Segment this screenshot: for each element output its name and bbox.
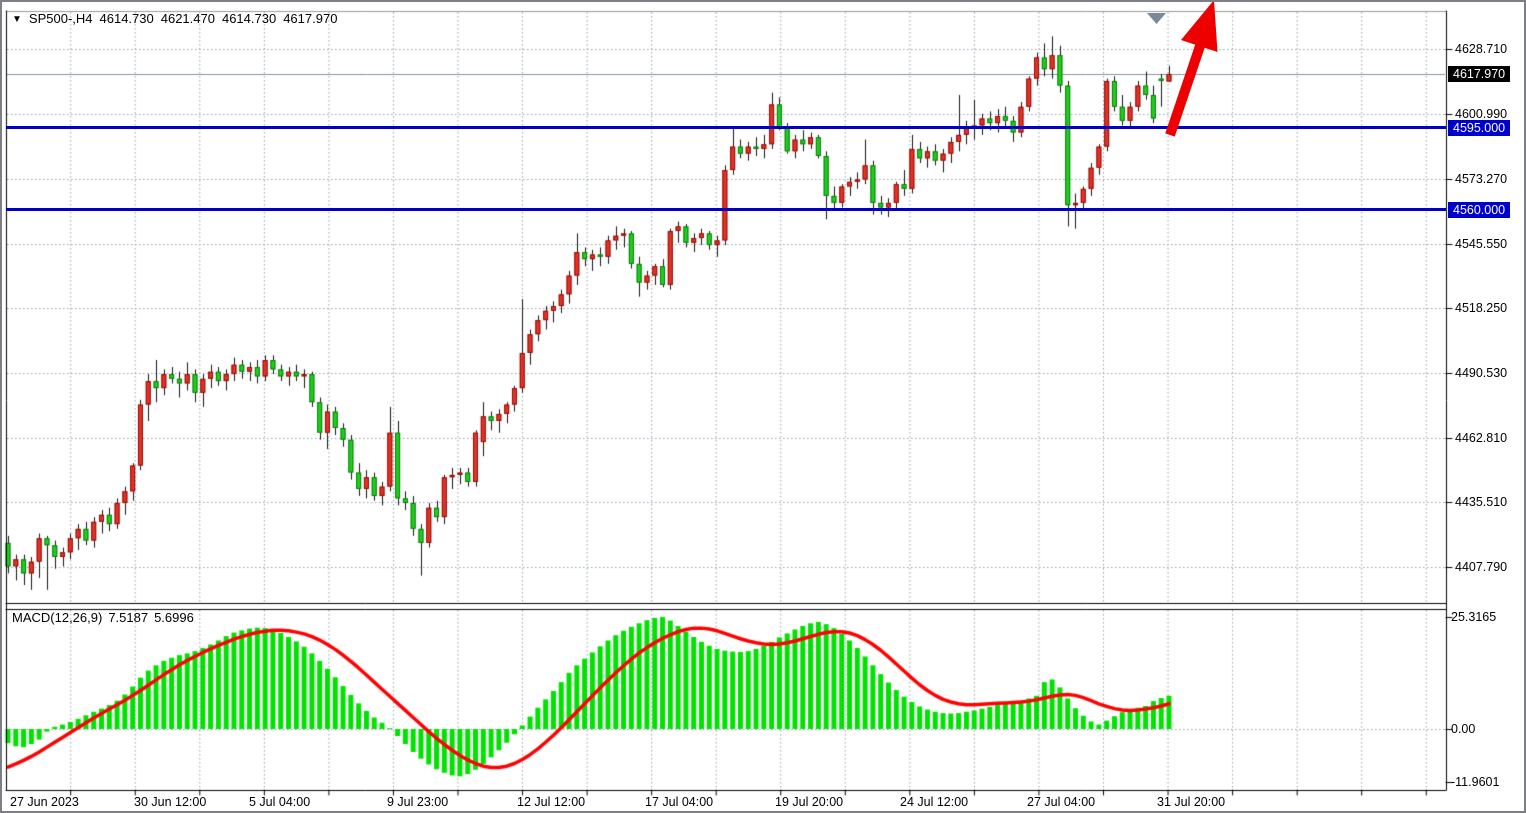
price-axis-label: 4490.530 xyxy=(1455,365,1508,380)
price-axis-label: 4573.270 xyxy=(1455,171,1508,186)
price-axis-label: 4518.250 xyxy=(1455,300,1508,315)
low-value: 4614.730 xyxy=(221,11,277,26)
price-axis-label: 4545.550 xyxy=(1455,236,1508,251)
time-axis-label: 24 Jul 12:00 xyxy=(900,795,969,809)
dropdown-arrow-icon[interactable]: ▼ xyxy=(12,14,22,25)
time-axis-label: 17 Jul 04:00 xyxy=(645,795,714,809)
time-axis-label: 31 Jul 20:00 xyxy=(1157,795,1226,809)
time-axis-label: 27 Jul 04:00 xyxy=(1027,795,1096,809)
time-axis-label: 12 Jul 12:00 xyxy=(517,795,586,809)
support-line-4560[interactable] xyxy=(6,208,1446,212)
open-value: 4614.730 xyxy=(99,11,154,26)
price-axis-label: 4435.510 xyxy=(1455,494,1508,509)
current-price-label: 4617.970 xyxy=(1448,65,1511,82)
time-axis-label: 27 Jun 2023 xyxy=(10,795,79,809)
macd-signal-value: 5.6996 xyxy=(154,610,194,625)
symbol-header: ▼ SP500-,H4 4614.730 4621.470 4614.730 4617.9… xyxy=(12,11,344,26)
level-price-label-4560: 4560.000 xyxy=(1448,201,1511,218)
macd-axis-label: -11.9601 xyxy=(1451,774,1500,789)
symbol-period-label: SP500-,H4 xyxy=(28,11,93,26)
price-axis-label: 4462.810 xyxy=(1455,430,1508,445)
price-axis-label: 4628.710 xyxy=(1455,41,1508,56)
level-price-label-4595: 4595.000 xyxy=(1448,119,1511,136)
macd-axis-label: 0.00 xyxy=(1451,722,1476,736)
macd-label: MACD(12,26,9) xyxy=(12,610,103,625)
time-axis-label: 9 Jul 23:00 xyxy=(387,795,449,809)
time-axis-label: 5 Jul 04:00 xyxy=(249,795,311,809)
macd-axis-label: 25.3165 xyxy=(1451,610,1497,624)
macd-main-value: 7.5187 xyxy=(108,610,149,625)
time-axis-label: 19 Jul 20:00 xyxy=(775,795,844,809)
resistance-line-4595[interactable] xyxy=(6,126,1446,130)
price-axis-label: 4407.790 xyxy=(1455,559,1508,574)
macd-indicator-header: MACD(12,26,9) 7.5187 5.6996 xyxy=(12,610,200,625)
price-axis-label: 4600.990 xyxy=(1455,106,1508,121)
time-axis-label: 30 Jun 12:00 xyxy=(134,795,207,809)
high-value: 4621.470 xyxy=(160,11,215,26)
close-value: 4617.970 xyxy=(283,11,338,26)
